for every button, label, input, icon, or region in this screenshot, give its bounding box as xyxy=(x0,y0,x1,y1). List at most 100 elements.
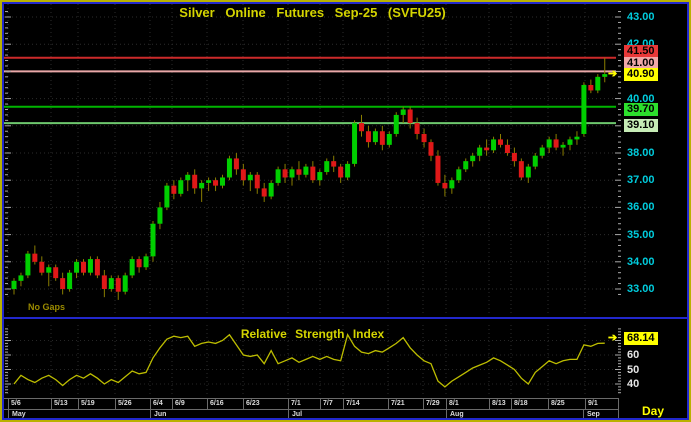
date-tick xyxy=(207,399,208,409)
price-tick-label: 40.00 xyxy=(627,92,655,105)
month-label: Jul xyxy=(292,411,303,418)
candle xyxy=(470,155,476,162)
candle xyxy=(143,256,149,268)
date-label: 5/19 xyxy=(81,400,95,407)
candle xyxy=(379,131,385,145)
candle xyxy=(115,278,121,292)
candle xyxy=(18,275,24,281)
no-gaps-status: No Gaps xyxy=(28,302,66,312)
date-tick xyxy=(548,399,549,409)
rsi-chart-area[interactable] xyxy=(4,325,621,397)
current-rsi-arrow-icon: ➔ xyxy=(608,332,618,344)
candle xyxy=(365,131,371,143)
date-tick xyxy=(343,399,344,409)
candle xyxy=(74,261,80,273)
date-tick xyxy=(78,399,79,409)
price-tick-label: 38.00 xyxy=(627,147,655,159)
date-tick xyxy=(320,399,321,409)
candle xyxy=(261,188,267,197)
date-tick xyxy=(243,399,244,409)
candle xyxy=(539,147,545,156)
candle xyxy=(449,180,455,189)
date-label: 7/29 xyxy=(426,400,440,407)
candle xyxy=(498,139,503,145)
month-label: Jun xyxy=(154,411,167,418)
candle xyxy=(421,133,427,143)
candle xyxy=(46,267,52,273)
candle xyxy=(602,74,608,77)
date-label: 8/25 xyxy=(551,400,565,407)
date-tick xyxy=(172,399,173,409)
price-tick-label: 34.00 xyxy=(627,255,655,268)
candle xyxy=(129,259,135,276)
candle xyxy=(108,278,114,289)
month-label: May xyxy=(12,411,26,418)
date-label: 7/14 xyxy=(346,400,360,407)
candle xyxy=(303,166,309,175)
rsi-current-value-label: 68.14 xyxy=(624,332,658,345)
candle xyxy=(275,169,281,183)
candle xyxy=(511,153,517,162)
month-tick xyxy=(8,410,9,420)
date-tick xyxy=(489,399,490,409)
candle xyxy=(247,174,253,181)
candle xyxy=(53,267,59,279)
date-label: 6/23 xyxy=(246,400,260,407)
candle xyxy=(588,85,594,91)
date-label: 5/26 xyxy=(118,400,132,407)
candle xyxy=(268,182,274,197)
candle xyxy=(504,144,510,153)
price-tick-label: 35.00 xyxy=(627,228,655,241)
candle xyxy=(136,259,142,268)
candle xyxy=(567,139,573,145)
month-label: Sep xyxy=(587,411,600,418)
candle xyxy=(414,123,420,134)
candle xyxy=(233,158,239,170)
candle xyxy=(338,166,344,178)
price-tick-label: 33.00 xyxy=(627,283,655,295)
month-label: Aug xyxy=(450,411,464,418)
candle xyxy=(435,155,441,183)
chart-title: Silver Online Futures Sep-25 (SVFU25) xyxy=(179,5,446,20)
period-day-button[interactable]: Day xyxy=(642,404,665,418)
current-price-arrow-icon: ➔ xyxy=(608,68,618,80)
candle xyxy=(296,169,302,175)
candle xyxy=(518,161,524,178)
candle xyxy=(324,161,330,173)
date-label: 7/1 xyxy=(291,400,301,407)
price-tick-label: 37.00 xyxy=(627,174,655,187)
candle xyxy=(491,139,497,151)
date-label: 6/16 xyxy=(210,400,224,407)
candle xyxy=(317,172,323,181)
candle xyxy=(67,272,73,289)
date-label: 8/1 xyxy=(449,400,459,407)
date-tick xyxy=(115,399,116,409)
candle xyxy=(463,161,469,170)
date-tick xyxy=(150,399,151,409)
candle xyxy=(372,131,378,143)
rsi-tick-label: 50 xyxy=(627,363,640,376)
date-label: 5/13 xyxy=(54,400,68,407)
candle xyxy=(122,275,128,292)
month-tick xyxy=(288,410,289,420)
candle xyxy=(94,259,100,276)
candle xyxy=(581,85,587,134)
candle xyxy=(171,185,177,194)
candle xyxy=(254,174,260,189)
candle xyxy=(289,169,295,178)
candle xyxy=(532,155,538,167)
candlestick-chart-area[interactable] xyxy=(4,4,621,315)
candle xyxy=(359,123,364,132)
candle xyxy=(595,76,601,91)
date-label: 6/4 xyxy=(153,400,163,407)
candle xyxy=(213,180,219,186)
month-tick xyxy=(446,410,447,420)
date-label: 5/6 xyxy=(11,400,21,407)
price-axis: 43.0042.0041.0040.0039.0038.0037.0036.00… xyxy=(622,0,688,318)
candle xyxy=(150,223,156,257)
candle xyxy=(386,133,392,145)
candle xyxy=(393,114,399,134)
date-tick xyxy=(511,399,512,409)
candle xyxy=(484,147,490,151)
